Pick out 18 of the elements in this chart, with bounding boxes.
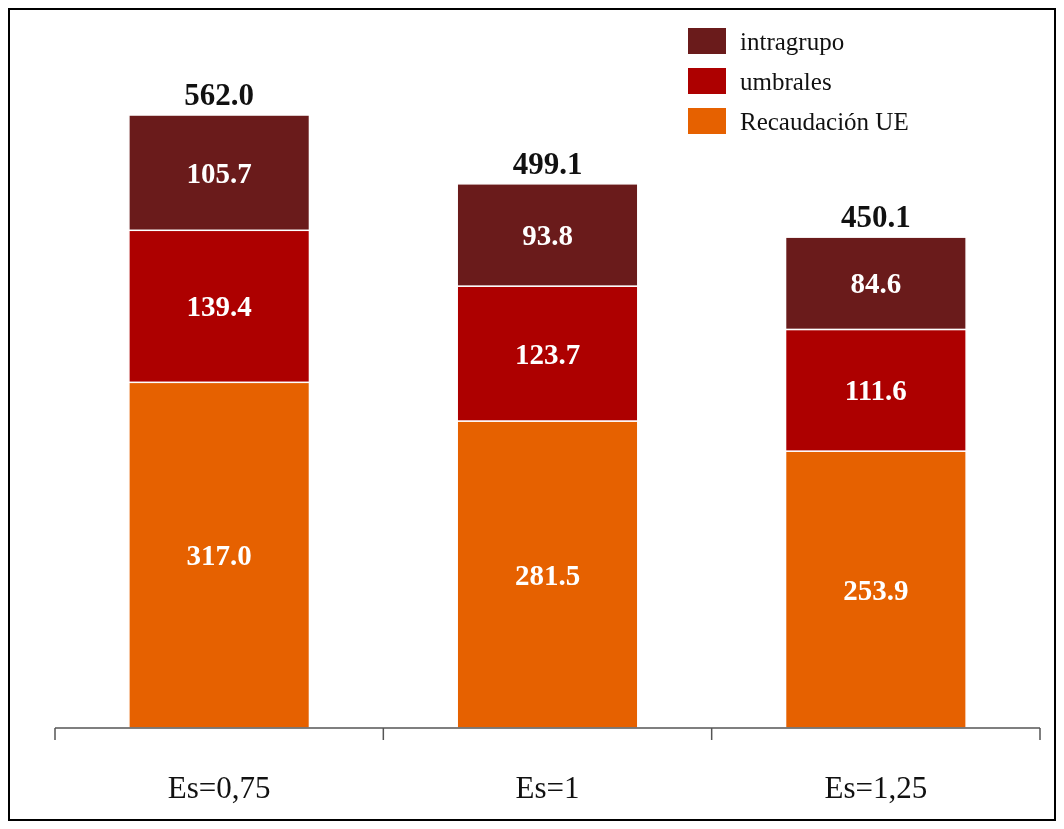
x-tick-label: Es=0,75: [167, 770, 271, 805]
data-label: 105.7: [186, 156, 252, 189]
data-label: 139.4: [186, 290, 252, 323]
data-label: 84.6: [850, 267, 902, 300]
legend-label: Recaudación UE: [740, 107, 909, 135]
data-label: 123.7: [514, 337, 581, 370]
x-tick-label: Es=1,25: [824, 770, 928, 805]
x-tick-label: Es=1: [515, 770, 580, 805]
data-label: 253.9: [843, 573, 909, 606]
legend-label: umbrales: [740, 67, 832, 95]
data-label: 111.6: [844, 374, 907, 407]
data-label: 281.5: [514, 558, 581, 591]
total-label: 450.1: [840, 199, 911, 235]
total-label: 562.0: [184, 77, 255, 113]
data-label: 93.8: [522, 219, 573, 252]
total-label: 499.1: [512, 145, 583, 181]
data-label: 317.0: [186, 539, 252, 572]
legend-label: intragrupo: [740, 27, 845, 55]
